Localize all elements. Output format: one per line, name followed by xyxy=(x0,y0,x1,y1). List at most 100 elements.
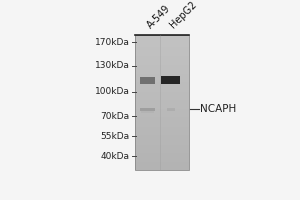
Bar xyxy=(135,153,189,154)
Bar xyxy=(135,127,189,128)
Bar xyxy=(135,88,189,89)
Bar xyxy=(135,162,189,164)
Bar xyxy=(135,101,189,103)
Text: 170kDa: 170kDa xyxy=(94,38,129,47)
Text: 55kDa: 55kDa xyxy=(100,132,129,141)
Bar xyxy=(135,71,189,73)
Bar xyxy=(135,143,189,145)
Bar xyxy=(135,166,189,168)
Bar xyxy=(135,164,189,165)
Bar xyxy=(135,145,189,146)
Bar xyxy=(135,39,189,40)
Bar xyxy=(135,113,189,115)
Text: HepG2: HepG2 xyxy=(168,0,199,30)
Bar xyxy=(135,67,189,69)
Bar xyxy=(135,40,189,42)
Bar xyxy=(135,150,189,151)
Bar xyxy=(135,50,189,51)
Bar xyxy=(135,37,189,39)
Bar xyxy=(135,66,189,67)
Bar xyxy=(135,58,189,59)
Bar xyxy=(135,159,189,161)
Bar xyxy=(135,42,189,43)
Bar xyxy=(140,77,155,84)
Bar xyxy=(135,90,189,92)
Bar xyxy=(135,124,189,126)
Bar xyxy=(135,135,189,136)
Bar xyxy=(135,105,189,107)
Bar xyxy=(135,149,189,150)
Bar xyxy=(135,139,189,140)
Bar xyxy=(135,77,189,78)
Bar xyxy=(135,128,189,130)
Bar xyxy=(135,147,189,149)
Bar xyxy=(135,109,189,111)
Bar xyxy=(135,142,189,143)
Bar xyxy=(135,61,189,62)
Bar xyxy=(135,69,189,70)
Bar xyxy=(135,168,189,169)
Bar xyxy=(135,56,189,58)
Bar xyxy=(135,115,189,116)
Bar xyxy=(135,134,189,135)
Text: A-549: A-549 xyxy=(145,3,172,30)
Text: 40kDa: 40kDa xyxy=(100,152,129,161)
Bar xyxy=(135,151,189,153)
Bar xyxy=(135,59,189,61)
Bar xyxy=(135,138,189,139)
Bar xyxy=(135,46,189,47)
Bar xyxy=(135,89,189,90)
Bar xyxy=(135,131,189,132)
Text: NCAPH: NCAPH xyxy=(200,104,236,114)
Bar xyxy=(135,92,189,93)
Bar xyxy=(135,44,189,46)
Bar xyxy=(135,94,189,96)
Bar xyxy=(135,120,189,122)
Bar xyxy=(135,85,189,86)
Bar xyxy=(135,117,189,119)
Bar xyxy=(135,63,189,65)
Bar xyxy=(135,107,189,108)
Bar xyxy=(135,158,189,159)
Bar xyxy=(135,165,189,166)
Bar xyxy=(135,169,189,170)
Bar xyxy=(135,35,189,36)
Bar xyxy=(135,112,189,113)
Bar xyxy=(135,86,189,88)
Bar xyxy=(135,70,189,71)
Bar xyxy=(135,126,189,127)
Bar xyxy=(135,136,189,138)
Bar xyxy=(135,98,189,100)
Bar xyxy=(135,116,189,117)
Bar xyxy=(135,74,189,75)
Bar xyxy=(135,123,189,124)
Bar xyxy=(135,78,189,80)
Bar xyxy=(135,119,189,120)
Bar xyxy=(135,80,189,81)
Bar xyxy=(135,81,189,82)
Bar xyxy=(135,157,189,158)
Bar xyxy=(140,108,155,111)
Bar xyxy=(135,103,189,104)
Bar xyxy=(135,55,189,56)
Bar xyxy=(135,93,189,94)
Bar xyxy=(135,96,189,97)
Bar xyxy=(135,82,189,84)
Bar xyxy=(135,104,189,105)
Bar xyxy=(161,76,181,84)
Bar xyxy=(135,48,189,50)
Bar xyxy=(135,75,189,77)
Bar xyxy=(135,51,189,52)
Bar xyxy=(135,54,189,55)
Bar xyxy=(135,97,189,98)
Bar xyxy=(135,108,189,109)
Bar xyxy=(135,36,189,37)
Text: 100kDa: 100kDa xyxy=(94,87,129,96)
Bar xyxy=(135,73,189,74)
Bar xyxy=(135,155,189,157)
Bar xyxy=(135,43,189,44)
Bar xyxy=(135,154,189,155)
Bar xyxy=(135,132,189,134)
Bar xyxy=(141,111,154,113)
Bar xyxy=(135,111,189,112)
